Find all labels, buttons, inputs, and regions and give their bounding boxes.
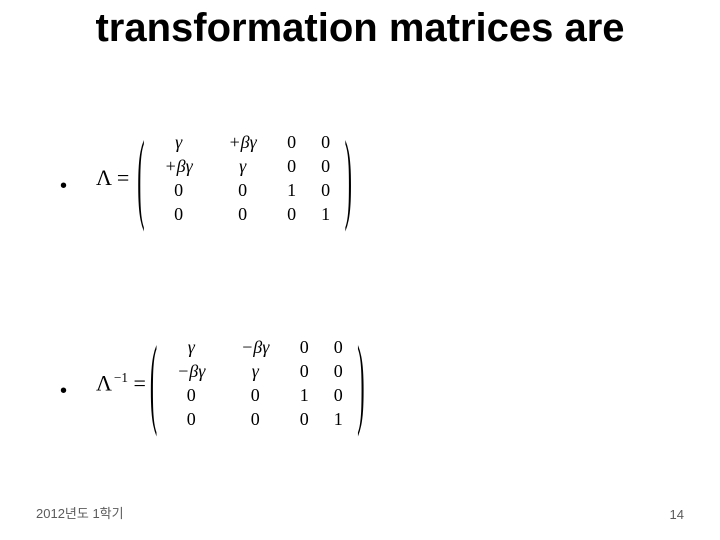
matrix-cell: 0	[275, 202, 309, 226]
eq2-matrix: γ−βγ00−βγγ0000100001	[159, 335, 355, 431]
bullet-1: •	[60, 175, 67, 198]
eq1-table: γ+βγ00+βγγ0000100001	[147, 130, 343, 226]
eq1-lhs: Λ =	[96, 165, 129, 191]
matrix-cell: γ	[159, 335, 223, 359]
matrix-cell: γ	[147, 130, 211, 154]
eq1-lparen: (	[137, 127, 144, 228]
matrix-cell: 0	[321, 335, 355, 359]
slide-title: transformation matrices are	[0, 6, 720, 51]
eq2-lparen: (	[150, 332, 157, 433]
matrix-cell: +βγ	[211, 130, 275, 154]
matrix-cell: 0	[159, 383, 223, 407]
matrix-cell: 1	[275, 178, 309, 202]
matrix-cell: 0	[223, 383, 287, 407]
eq2-lhs-tail: =	[133, 370, 145, 395]
matrix-cell: 0	[309, 178, 343, 202]
eq2-lhs-base: Λ	[96, 370, 112, 395]
eq2-rparen: )	[357, 332, 364, 433]
matrix-cell: −βγ	[223, 335, 287, 359]
matrix-cell: 1	[321, 407, 355, 431]
eq2-lhs-sup: −1	[114, 370, 128, 385]
matrix-cell: 1	[309, 202, 343, 226]
eq2-lhs: Λ−1 =	[96, 370, 146, 396]
matrix-cell: 0	[275, 130, 309, 154]
matrix-cell: 0	[147, 178, 211, 202]
matrix-cell: +βγ	[147, 154, 211, 178]
eq2-table: γ−βγ00−βγγ0000100001	[159, 335, 355, 431]
equation-1: Λ = ( γ+βγ00+βγγ0000100001 )	[96, 130, 354, 226]
matrix-cell: 0	[309, 154, 343, 178]
matrix-cell: 0	[211, 178, 275, 202]
matrix-cell: 0	[159, 407, 223, 431]
matrix-cell: γ	[223, 359, 287, 383]
matrix-cell: 0	[287, 335, 321, 359]
matrix-cell: 0	[287, 407, 321, 431]
matrix-cell: 1	[287, 383, 321, 407]
matrix-cell: γ	[211, 154, 275, 178]
matrix-cell: 0	[309, 130, 343, 154]
matrix-cell: 0	[287, 359, 321, 383]
matrix-cell: 0	[321, 359, 355, 383]
page-number: 14	[670, 507, 684, 522]
matrix-cell: 0	[211, 202, 275, 226]
matrix-cell: 0	[223, 407, 287, 431]
matrix-cell: 0	[321, 383, 355, 407]
matrix-cell: 0	[147, 202, 211, 226]
eq1-rparen: )	[345, 127, 352, 228]
matrix-cell: 0	[275, 154, 309, 178]
matrix-cell: −βγ	[159, 359, 223, 383]
equation-2: Λ−1 = ( γ−βγ00−βγγ0000100001 )	[96, 335, 367, 431]
bullet-2: •	[60, 380, 67, 403]
footer-left: 2012년도 1학기	[36, 503, 179, 522]
slide: transformation matrices are • Λ = ( γ+βγ…	[0, 0, 720, 540]
eq1-matrix: γ+βγ00+βγγ0000100001	[147, 130, 343, 226]
